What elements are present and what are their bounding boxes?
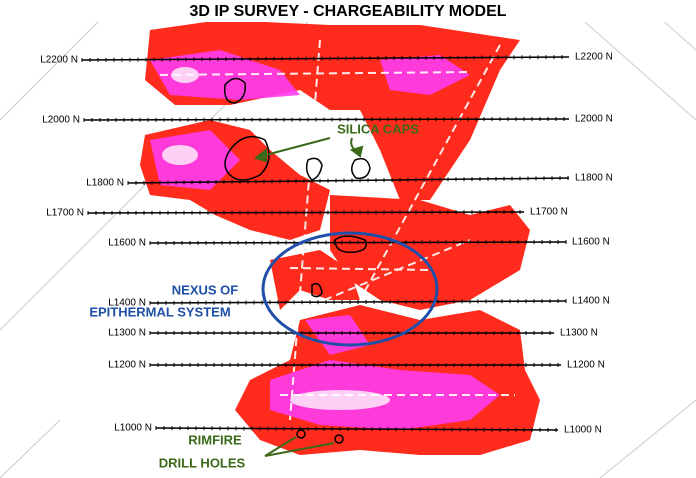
line-label: L1600 N xyxy=(572,237,610,248)
line-label: L2200 N xyxy=(40,55,78,66)
arrows xyxy=(253,137,364,457)
annotation: NEXUS OF xyxy=(172,282,239,297)
line-label: L2000 N xyxy=(42,115,80,126)
title: 3D IP SURVEY - CHARGEABILITY MODEL xyxy=(189,3,506,20)
line-label: L1000 N xyxy=(114,423,152,434)
line-label: L1400 N xyxy=(572,296,610,307)
drill-holes xyxy=(296,429,344,444)
line-label: L1700 N xyxy=(530,207,568,218)
survey-line xyxy=(83,118,570,121)
line-label: L2200 N xyxy=(575,52,613,63)
survey-line xyxy=(155,427,559,431)
survey-line xyxy=(87,211,525,214)
line-label: L1400 N xyxy=(108,298,146,309)
annotation: DRILL HOLES xyxy=(159,455,246,470)
annotation: SILICA CAPS xyxy=(337,121,419,136)
line-label: L1800 N xyxy=(575,173,613,184)
line-label: L1000 N xyxy=(564,425,602,436)
survey-line xyxy=(81,56,570,61)
structure-lines xyxy=(159,39,515,421)
line-label: L1200 N xyxy=(108,360,146,371)
nexus-ellipse xyxy=(261,231,439,347)
line-label: L1300 N xyxy=(108,328,146,339)
line-label: L1200 N xyxy=(567,360,605,371)
survey-lines: L2200 N L2200 N L2000 N L2000 N L1800 N L1800… xyxy=(40,52,613,436)
line-label: L1300 N xyxy=(560,328,598,339)
annotation: RIMFIRE xyxy=(188,432,242,447)
line-label: L2000 N xyxy=(575,114,613,125)
title-band xyxy=(0,0,696,22)
annotation: EPITHERMAL SYSTEM xyxy=(89,304,230,319)
line-label: L1700 N xyxy=(46,208,84,219)
line-label: L1600 N xyxy=(108,238,146,249)
silica-cap-outlines xyxy=(223,77,371,298)
line-label: L1800 N xyxy=(86,178,124,189)
